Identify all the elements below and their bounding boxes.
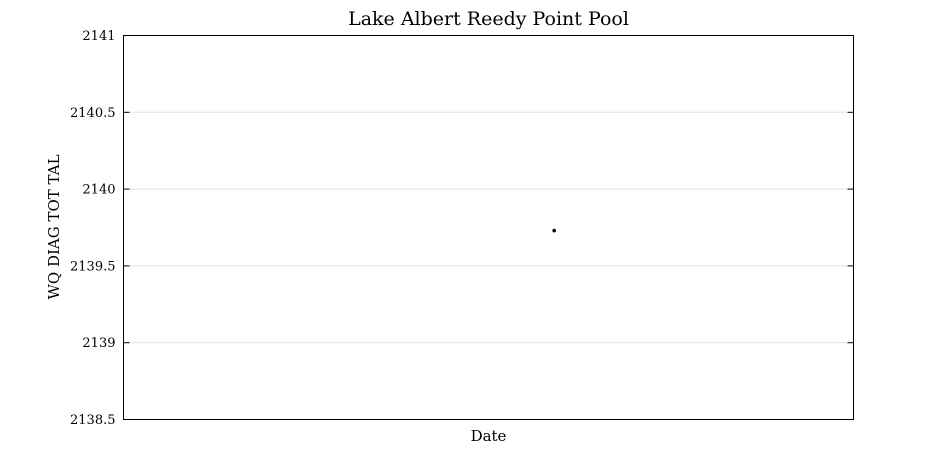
y-tick-label: 2141 [82, 29, 115, 44]
y-tick-label: 2139.5 [70, 259, 116, 274]
tick-layer [123, 111, 854, 344]
y-tick-label: 2138.5 [70, 413, 116, 428]
y-tick-label: 2140.5 [70, 106, 116, 121]
x-axis-label: Date [471, 427, 507, 445]
grid-layer [123, 111, 854, 344]
y-tick-labels: 2138.5 2139 2139.5 2140 2140.5 2141 [70, 29, 116, 428]
chart-title: Lake Albert Reedy Point Pool [348, 8, 629, 30]
y-tick-label: 2140 [82, 183, 115, 198]
y-tick-label: 2139 [82, 336, 115, 351]
data-point [552, 228, 556, 233]
data-points [552, 228, 556, 233]
y-axis-label: WQ DIAG TOT TAL [45, 154, 63, 299]
plot-area-frame [123, 35, 854, 420]
